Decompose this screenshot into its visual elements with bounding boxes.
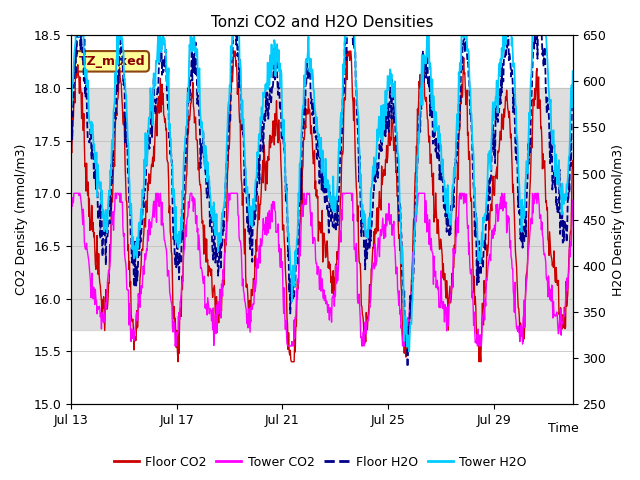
Tower H2O bbox=[67, 104, 75, 109]
Title: Tonzi CO2 and H2O Densities: Tonzi CO2 and H2O Densities bbox=[211, 15, 433, 30]
Floor CO2 bbox=[174, 359, 182, 365]
Tower H2O bbox=[364, 235, 372, 241]
Y-axis label: H2O Density (mmol/m3): H2O Density (mmol/m3) bbox=[612, 144, 625, 296]
Tower CO2 bbox=[487, 258, 495, 264]
Tower H2O bbox=[243, 191, 251, 196]
Floor CO2 bbox=[175, 313, 182, 319]
Tower H2O bbox=[174, 243, 182, 249]
Line: Tower H2O: Tower H2O bbox=[71, 0, 573, 351]
Floor H2O bbox=[67, 145, 75, 151]
Text: TZ_mixed: TZ_mixed bbox=[79, 55, 145, 68]
Tower CO2 bbox=[172, 343, 179, 349]
Floor CO2 bbox=[230, 48, 237, 54]
Tower CO2 bbox=[385, 217, 392, 223]
Floor H2O bbox=[174, 262, 182, 268]
Legend: Floor CO2, Tower CO2, Floor H2O, Tower H2O: Floor CO2, Tower CO2, Floor H2O, Tower H… bbox=[109, 451, 531, 474]
Tower H2O bbox=[383, 88, 391, 94]
Tower CO2 bbox=[175, 310, 183, 315]
Text: Time: Time bbox=[548, 422, 579, 435]
Y-axis label: CO2 Density (mmol/m3): CO2 Density (mmol/m3) bbox=[15, 144, 28, 295]
Floor CO2 bbox=[365, 300, 373, 306]
Line: Tower CO2: Tower CO2 bbox=[71, 193, 573, 346]
Line: Floor CO2: Floor CO2 bbox=[71, 51, 573, 362]
Floor H2O bbox=[301, 94, 308, 99]
Floor H2O bbox=[364, 242, 372, 248]
Floor CO2 bbox=[244, 294, 252, 300]
Tower CO2 bbox=[70, 191, 77, 196]
Floor CO2 bbox=[67, 142, 75, 147]
Floor H2O bbox=[243, 199, 251, 205]
Tower CO2 bbox=[569, 197, 577, 203]
Tower CO2 bbox=[365, 312, 373, 318]
Tower CO2 bbox=[302, 200, 310, 206]
Floor H2O bbox=[486, 175, 494, 181]
Floor CO2 bbox=[569, 158, 577, 164]
Bar bbox=[71, 88, 573, 330]
Tower H2O bbox=[486, 159, 494, 165]
Tower CO2 bbox=[67, 215, 75, 220]
Floor CO2 bbox=[385, 137, 392, 143]
Tower CO2 bbox=[244, 325, 252, 331]
Floor H2O bbox=[404, 364, 412, 370]
Tower H2O bbox=[569, 68, 577, 74]
Floor H2O bbox=[569, 104, 577, 110]
Floor H2O bbox=[383, 127, 391, 133]
Tower H2O bbox=[301, 83, 308, 88]
Floor CO2 bbox=[302, 125, 310, 131]
Tower H2O bbox=[405, 348, 413, 354]
Floor CO2 bbox=[487, 206, 495, 212]
Line: Floor H2O: Floor H2O bbox=[71, 0, 573, 367]
